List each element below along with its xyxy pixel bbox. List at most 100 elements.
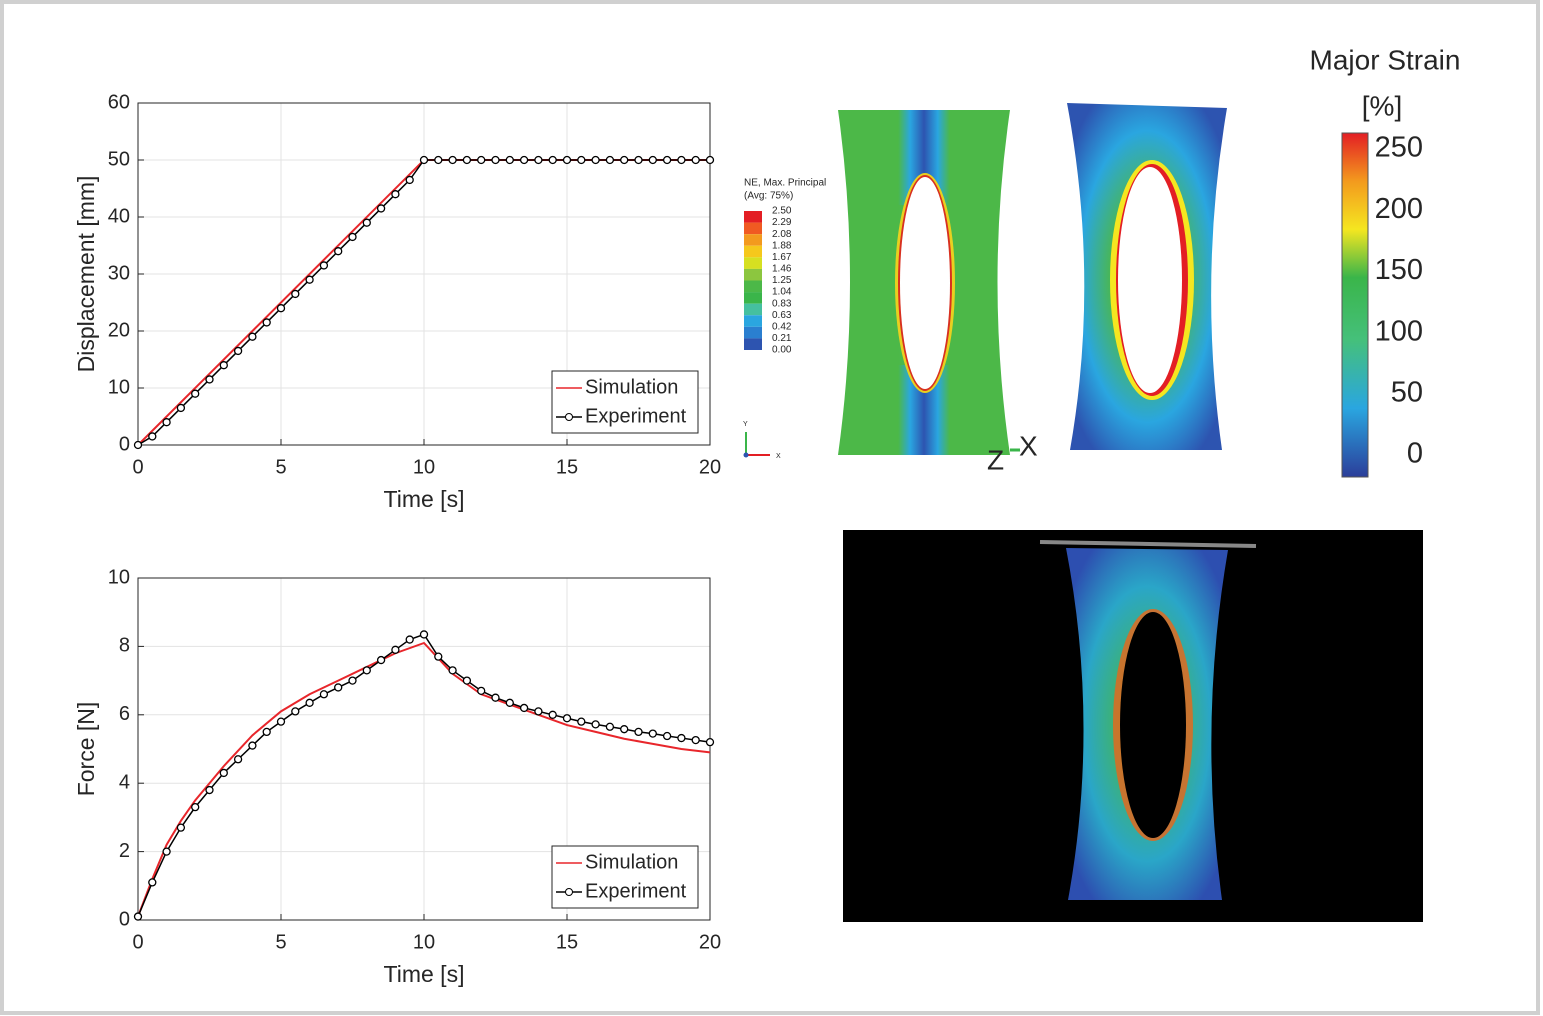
fe-colorbar-band xyxy=(744,303,762,316)
fe-legend-label: 1.25 xyxy=(772,275,792,286)
marker xyxy=(577,717,586,726)
fe-legend-label: 0.21 xyxy=(772,333,792,344)
y-tick-label: 40 xyxy=(108,205,130,227)
fe-colorbar-band xyxy=(744,268,762,281)
marker xyxy=(562,714,572,723)
legend-marker xyxy=(565,888,573,896)
y-tick-label: 30 xyxy=(108,262,130,284)
marker xyxy=(391,190,400,199)
x-tick-label: 5 xyxy=(275,456,286,478)
legend-label: Experiment xyxy=(585,405,687,427)
fe-legend-label: 1.04 xyxy=(772,287,792,298)
fe-colorbar-band xyxy=(744,280,762,293)
x-tick-label: 15 xyxy=(556,456,578,478)
dic-legend-title: Major Strain xyxy=(1310,44,1461,75)
dic-legend-label: 250 xyxy=(1375,132,1423,164)
marker xyxy=(419,630,429,639)
fe-colorbar-band xyxy=(744,245,762,258)
marker xyxy=(248,332,257,341)
fe-colorbar-band xyxy=(744,315,762,327)
y-tick-label: 10 xyxy=(108,376,130,398)
marker xyxy=(233,346,243,356)
marker xyxy=(176,403,186,413)
marker xyxy=(319,261,329,270)
marker xyxy=(133,912,143,921)
fe-legend-label: 1.46 xyxy=(772,264,792,275)
marker xyxy=(648,155,657,165)
marker xyxy=(620,725,629,734)
marker xyxy=(334,247,343,256)
fe-legend-title: NE, Max. Principal xyxy=(744,178,826,189)
x-tick-label: 0 xyxy=(132,456,143,478)
marker xyxy=(205,375,214,384)
marker xyxy=(405,635,414,644)
legend-box xyxy=(551,845,699,909)
x-tick-label: 10 xyxy=(413,456,435,478)
x-tick-label: 10 xyxy=(413,931,435,953)
dic-legend-label: 150 xyxy=(1375,254,1423,286)
marker xyxy=(405,175,414,185)
y-tick-label: 4 xyxy=(119,771,130,793)
marker xyxy=(334,683,343,692)
marker xyxy=(605,155,615,165)
x-axis-label: Time [s] xyxy=(384,486,465,512)
axis-z-label: Z xyxy=(987,444,1004,475)
fe-colorbar-band xyxy=(744,222,762,235)
y-tick-label: 2 xyxy=(119,840,130,862)
dic-legend: Major Strain [%] 250 200 150 100 50 0 xyxy=(1310,44,1461,478)
marker xyxy=(191,389,200,398)
legend-box xyxy=(551,370,699,434)
marker xyxy=(534,155,543,165)
fe-legend-label: 2.08 xyxy=(772,229,792,240)
dic-colorbar xyxy=(1341,132,1369,478)
marker xyxy=(477,686,486,696)
marker xyxy=(419,155,429,165)
y-tick-label: 0 xyxy=(119,433,130,455)
legend-label: Experiment xyxy=(585,880,687,902)
marker xyxy=(705,155,715,165)
fe-legend-label: 0.42 xyxy=(772,321,792,332)
y-axis-label: Displacement [mm] xyxy=(73,176,99,373)
marker xyxy=(591,155,600,165)
fe-colorbar-band xyxy=(744,234,762,246)
marker xyxy=(462,676,472,685)
marker xyxy=(262,727,271,737)
marker xyxy=(534,707,543,716)
marker xyxy=(348,232,357,242)
fe-legend-label: 0.63 xyxy=(772,310,792,321)
plot-frame xyxy=(137,577,711,921)
marker xyxy=(219,361,228,370)
marker xyxy=(662,155,672,165)
marker xyxy=(491,155,500,165)
fe-triad-label: Y xyxy=(743,421,748,428)
marker xyxy=(291,289,300,299)
fe-legend-label: 0.83 xyxy=(772,298,792,309)
marker xyxy=(548,155,557,165)
marker xyxy=(591,720,600,729)
marker xyxy=(677,733,686,743)
marker xyxy=(505,155,514,165)
marker xyxy=(519,155,529,165)
marker xyxy=(305,275,314,284)
marker xyxy=(662,731,672,741)
marker xyxy=(276,304,286,313)
marker xyxy=(133,440,143,450)
marker xyxy=(434,155,443,165)
marker xyxy=(191,802,200,812)
marker xyxy=(148,878,157,887)
fe-legend-label: 2.50 xyxy=(772,206,792,217)
marker xyxy=(262,318,271,327)
marker xyxy=(705,738,715,747)
marker xyxy=(691,155,700,165)
y-tick-label: 10 xyxy=(108,566,130,588)
y-axis-label: Force [N] xyxy=(73,702,99,797)
marker xyxy=(505,698,514,707)
marker xyxy=(677,155,686,165)
y-tick-label: 0 xyxy=(119,908,130,930)
marker xyxy=(248,741,257,750)
marker xyxy=(434,652,443,661)
dic-legend-label: 200 xyxy=(1375,193,1423,225)
